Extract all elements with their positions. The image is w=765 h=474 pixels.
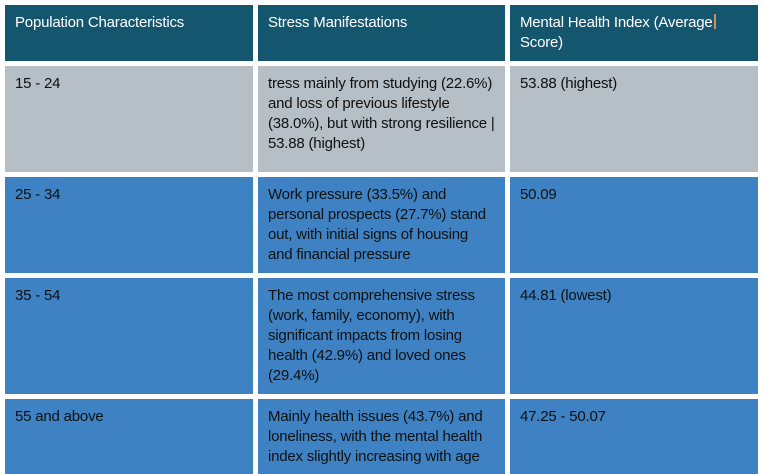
population-value: 15 - 24	[15, 75, 61, 92]
table-row: 55 and above Mainly health issues (43.7%…	[5, 399, 758, 474]
index-cell[interactable]: 53.88 (highest)	[510, 66, 758, 172]
table-row: 35 - 54 The most comprehensive stress (w…	[5, 278, 758, 394]
index-cell[interactable]: 44.81 (lowest)	[510, 278, 758, 394]
index-cell[interactable]: 47.25 - 50.07	[510, 399, 758, 474]
column-header-population-characteristics[interactable]: Population Characteristics	[5, 5, 253, 61]
column-header-mental-health-index[interactable]: Mental Health Index (Average Score)	[510, 5, 758, 61]
population-value: 55 and above	[15, 408, 104, 425]
population-cell[interactable]: 55 and above	[5, 399, 253, 474]
population-cell[interactable]: 15 - 24	[5, 66, 253, 172]
column-header-label: Population Characteristics	[15, 14, 185, 31]
stress-value: The most comprehensive stress (work, fam…	[268, 287, 475, 384]
table-row: 15 - 24 tress mainly from studying (22.6…	[5, 66, 758, 172]
column-header-label: Stress Manifestations	[268, 14, 408, 31]
stress-value: Work pressure (33.5%) and personal prosp…	[268, 186, 486, 263]
stress-cell[interactable]: Mainly health issues (43.7%) and lonelin…	[258, 399, 505, 474]
stress-value: tress mainly from studying (22.6%) and l…	[268, 75, 495, 152]
population-value: 35 - 54	[15, 287, 61, 304]
column-header-label-line2: Score)	[520, 34, 563, 51]
column-header-label-line1: Mental Health Index (Average	[520, 14, 713, 31]
stress-cell[interactable]: Work pressure (33.5%) and personal prosp…	[258, 177, 505, 273]
table-header-row: Population Characteristics Stress Manife…	[5, 5, 758, 61]
stress-cell[interactable]: tress mainly from studying (22.6%) and l…	[258, 66, 505, 172]
index-value: 50.09	[520, 186, 557, 203]
table-row: 25 - 34 Work pressure (33.5%) and person…	[5, 177, 758, 273]
population-value: 25 - 34	[15, 186, 61, 203]
index-value: 44.81 (lowest)	[520, 287, 612, 304]
index-cell[interactable]: 50.09	[510, 177, 758, 273]
mental-health-table: Population Characteristics Stress Manife…	[5, 5, 758, 474]
population-cell[interactable]: 25 - 34	[5, 177, 253, 273]
index-value: 53.88 (highest)	[520, 75, 618, 92]
index-value: 47.25 - 50.07	[520, 408, 606, 425]
stress-cell[interactable]: The most comprehensive stress (work, fam…	[258, 278, 505, 394]
column-header-stress-manifestations[interactable]: Stress Manifestations	[258, 5, 505, 61]
text-cursor	[713, 14, 716, 29]
stress-value: Mainly health issues (43.7%) and lonelin…	[268, 408, 483, 465]
population-cell[interactable]: 35 - 54	[5, 278, 253, 394]
